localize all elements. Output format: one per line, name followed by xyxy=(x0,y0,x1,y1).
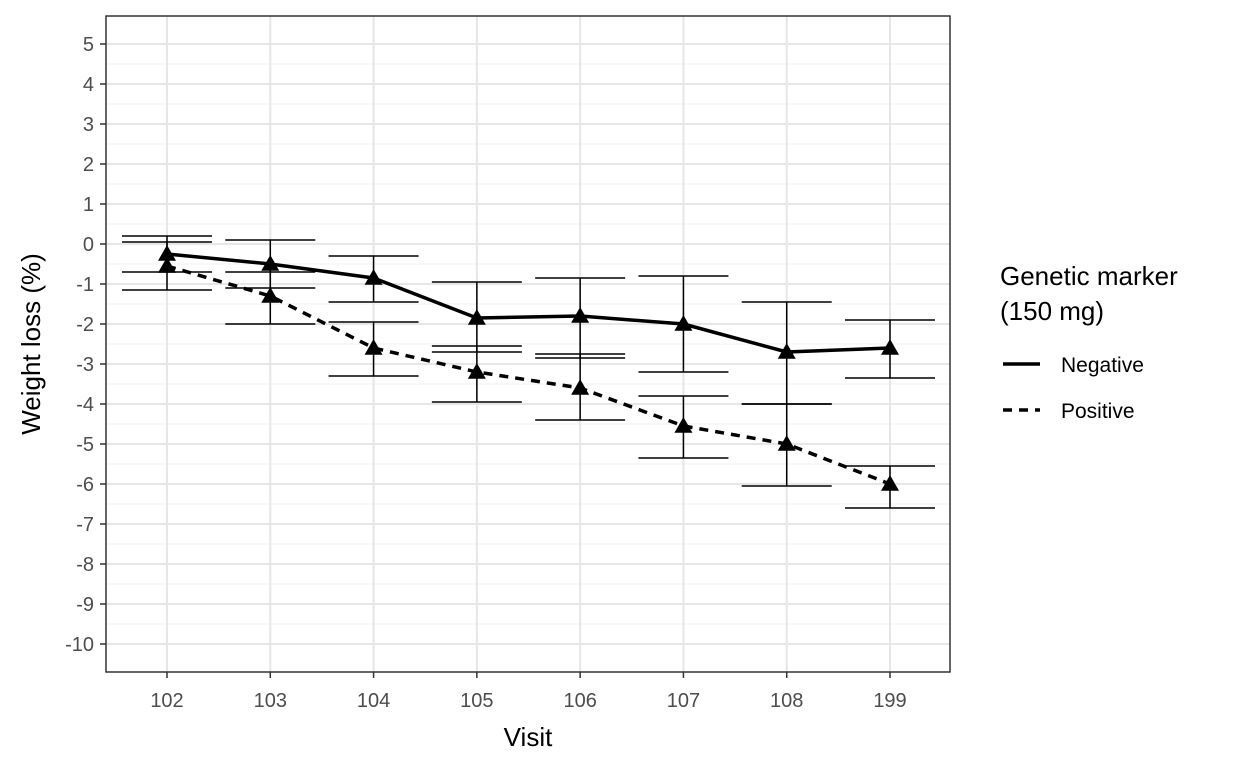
data-point-positive xyxy=(571,379,590,395)
y-tick-label: 1 xyxy=(83,194,94,216)
y-tick-label: 2 xyxy=(83,154,94,176)
data-point-positive xyxy=(158,257,176,273)
series-negative xyxy=(122,235,935,405)
grid-major xyxy=(106,16,950,672)
legend-title-line2: (150 mg) xyxy=(1000,296,1104,326)
legend-label-negative: Negative xyxy=(1061,354,1144,377)
y-tick-label: -2 xyxy=(76,314,94,336)
axis-ticks xyxy=(100,43,891,678)
y-tick-label: 5 xyxy=(83,34,94,56)
data-point-negative xyxy=(674,315,693,331)
data-point-negative xyxy=(777,343,796,359)
y-tick-label: -7 xyxy=(76,514,94,536)
legend: Genetic marker (150 mg) Negative Positiv… xyxy=(1000,261,1178,423)
legend-title-line1: Genetic marker xyxy=(1000,261,1178,291)
y-tick-label: -8 xyxy=(76,554,94,576)
tick-labels: 5 4 3 2 1 0 -1 -2 -3 -4 -5 -6 -7 -8 -9 -10 102 103 104 105 1… xyxy=(65,34,907,712)
y-tick-label: -10 xyxy=(65,634,94,656)
y-tick-label: -5 xyxy=(76,434,94,456)
data-point-positive xyxy=(261,287,280,303)
y-tick-label: -9 xyxy=(76,594,94,616)
y-tick-label: -6 xyxy=(76,474,94,496)
data-point-positive xyxy=(777,435,796,451)
x-tick-label: 102 xyxy=(150,690,183,712)
data-point-negative xyxy=(467,309,486,325)
grid-minor xyxy=(106,63,950,625)
x-tick-label: 103 xyxy=(254,690,287,712)
series-line-positive xyxy=(166,264,891,486)
panel-border xyxy=(105,15,951,673)
data-point-positive xyxy=(674,417,693,433)
x-tick-label: 199 xyxy=(873,690,906,712)
series-layer xyxy=(122,235,935,509)
x-tick-label: 108 xyxy=(770,690,803,712)
y-tick-label: -4 xyxy=(76,394,94,416)
series-line-negative xyxy=(166,252,891,354)
y-axis-title: Weight loss (%) xyxy=(16,253,46,435)
data-point-negative xyxy=(881,339,899,355)
series-positive xyxy=(122,241,935,509)
data-point-negative xyxy=(571,307,590,323)
y-tick-label: 4 xyxy=(83,74,94,96)
y-tick-label: -3 xyxy=(76,354,94,376)
y-tick-label: 3 xyxy=(83,114,94,136)
data-point-positive xyxy=(881,475,899,491)
y-tick-label: -1 xyxy=(76,274,94,296)
x-axis-title: Visit xyxy=(504,722,553,752)
x-tick-label: 107 xyxy=(667,690,700,712)
x-tick-label: 105 xyxy=(460,690,493,712)
legend-label-positive: Positive xyxy=(1061,400,1135,423)
y-tick-label: 0 xyxy=(83,234,94,256)
x-tick-label: 106 xyxy=(563,690,596,712)
data-point-negative xyxy=(364,269,383,285)
data-point-positive xyxy=(467,363,486,379)
data-point-negative xyxy=(261,255,280,271)
data-point-positive xyxy=(364,339,383,355)
x-tick-label: 104 xyxy=(357,690,390,712)
